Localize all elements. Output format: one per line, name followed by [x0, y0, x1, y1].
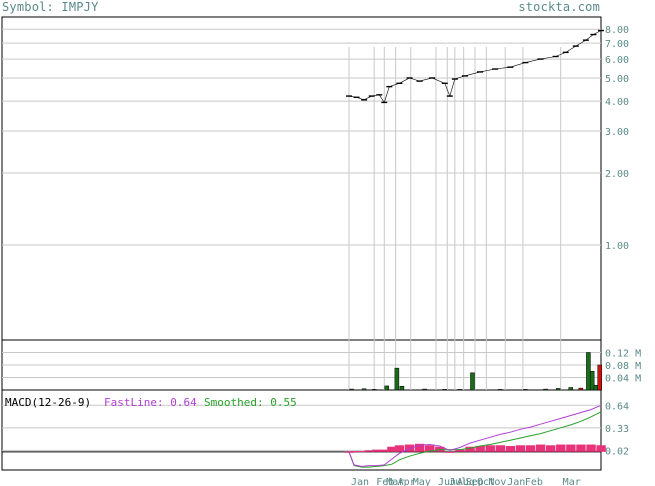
- macd-histogram-bar: [485, 445, 495, 452]
- macd-tick-label: 0.64: [605, 401, 629, 412]
- x-tick-label: Jan: [351, 477, 369, 486]
- macd-histogram-bar: [394, 445, 405, 452]
- x-tick-label: Jan: [507, 477, 525, 486]
- symbol-label: Symbol: IMPJY: [2, 0, 99, 14]
- volume-bar: [497, 389, 503, 391]
- volume-bar: [586, 352, 591, 391]
- macd-histogram-bar: [372, 449, 382, 452]
- x-tick-label: Sep: [466, 477, 484, 486]
- macd-histogram-bar: [465, 446, 475, 452]
- volume-bar: [422, 388, 427, 391]
- price-series-line: [348, 30, 602, 104]
- macd-histogram-bar: [546, 445, 556, 452]
- macd-histogram-bar: [495, 445, 505, 452]
- volume-bar: [578, 387, 584, 391]
- macd-histogram-bar: [404, 444, 415, 452]
- volume-tick-label: 0.04 M: [605, 374, 641, 385]
- price-tick-label: 3.00: [605, 127, 629, 138]
- macd-histogram-bar: [515, 445, 526, 452]
- macd-histogram-bar: [586, 444, 596, 452]
- x-tick-label: Jun: [438, 477, 456, 486]
- volume-bar: [384, 385, 390, 391]
- x-tick-label: Feb: [525, 477, 543, 486]
- macd-histogram-bar: [525, 445, 536, 452]
- volume-bar: [361, 388, 367, 391]
- macd-histogram-bar: [445, 451, 455, 453]
- macd-histogram-bar: [357, 451, 367, 453]
- x-tick-label: Mar: [386, 477, 404, 486]
- volume-bar: [399, 386, 405, 391]
- volume-tick-label: 0.08 M: [605, 361, 641, 372]
- macd-histogram-bar: [556, 444, 566, 452]
- macd-frame: [1, 389, 602, 471]
- x-tick-label: Aug: [457, 477, 475, 486]
- x-tick-label: Jul: [449, 477, 467, 486]
- macd-histogram-bar: [475, 446, 485, 452]
- macd-histogram-bar: [349, 451, 359, 453]
- volume-bar: [371, 389, 377, 391]
- volume-bar: [349, 388, 354, 391]
- volume-bar: [523, 389, 528, 391]
- volume-bar: [442, 389, 448, 391]
- macd-smoothed-line: [348, 411, 602, 468]
- macd-histogram-bar: [455, 449, 465, 452]
- price-tick-label: 6.00: [605, 55, 629, 66]
- macd-histogram-bar: [387, 446, 397, 452]
- macd-histogram-bar: [414, 443, 425, 452]
- volume-bar: [457, 389, 463, 391]
- x-tick-label: Apr: [398, 477, 416, 486]
- x-tick-label: Nov: [488, 477, 506, 486]
- macd-histogram-bar: [425, 445, 435, 452]
- macd-smoothed-label: Smoothed: 0.55: [204, 396, 297, 409]
- volume-bar: [394, 367, 400, 391]
- macd-histogram-bar: [566, 444, 576, 452]
- macd-fast-label: FastLine: 0.64: [104, 396, 197, 409]
- volume-bar: [589, 371, 595, 391]
- site-label: stockta.com: [518, 0, 600, 14]
- volume-bar: [568, 387, 574, 391]
- volume-bar: [543, 388, 548, 391]
- macd-tick-label: 0.02: [605, 446, 629, 457]
- macd-histogram-bar: [505, 446, 516, 452]
- volume-bar: [597, 364, 602, 391]
- macd-histogram-bar: [576, 444, 586, 452]
- macd-histogram-bar: [379, 449, 390, 452]
- volume-bar: [555, 388, 561, 391]
- x-tick-label: May: [413, 477, 431, 486]
- x-tick-label: Oct: [477, 477, 495, 486]
- macd-histogram-bar: [535, 444, 546, 452]
- price-tick-label: 2.00: [605, 169, 629, 180]
- price-tick-label: 7.00: [605, 39, 629, 50]
- macd-histogram-bar: [596, 445, 606, 452]
- macd-histogram-bar: [364, 450, 374, 452]
- x-tick-label: Mar: [563, 477, 581, 486]
- volume-bar: [470, 372, 475, 391]
- macd-title: MACD(12-26-9): [5, 396, 91, 409]
- price-tick-label: 1.00: [605, 241, 629, 252]
- x-tick-label: Feb: [376, 477, 394, 486]
- price-tick-label: 8.00: [605, 25, 629, 36]
- price-tick-label: 5.00: [605, 74, 629, 85]
- volume-tick-label: 0.12 M: [605, 349, 641, 360]
- volume-bar: [593, 385, 599, 391]
- price-frame: [1, 16, 602, 341]
- price-tick-label: 4.00: [605, 97, 629, 108]
- macd-fast-line: [348, 404, 602, 467]
- macd-tick-label: 0.33: [605, 424, 629, 435]
